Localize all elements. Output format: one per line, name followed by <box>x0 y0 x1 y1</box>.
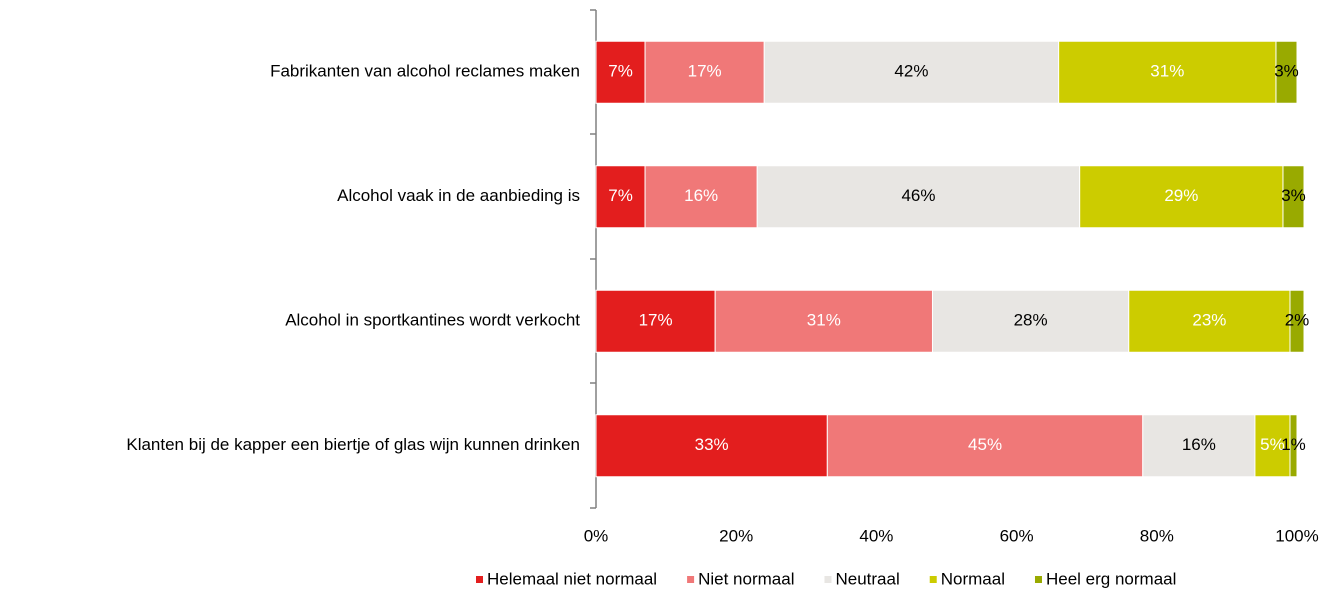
bar-segment <box>756 165 1081 229</box>
category-ticks <box>590 9 596 509</box>
legend-label: Normaal <box>941 569 1005 588</box>
x-tick-label: 40% <box>859 526 893 545</box>
category-label: Alcohol in sportkantines wordt verkocht <box>285 311 580 330</box>
legend-swatch <box>476 576 483 583</box>
data-label: 7% <box>608 186 633 205</box>
bar-segment <box>595 289 716 353</box>
bar-segment <box>1142 414 1256 478</box>
data-label: 1% <box>1281 435 1306 454</box>
bar-segment <box>931 289 1130 353</box>
bar-segment <box>826 414 1144 478</box>
x-tick-label: 0% <box>584 526 609 545</box>
legend-label: Niet normaal <box>698 569 794 588</box>
bar-segment <box>644 165 758 229</box>
legend-swatch <box>1034 576 1042 583</box>
data-label: 23% <box>1192 311 1226 330</box>
bar-segment <box>1128 289 1291 353</box>
bar-segment <box>595 40 646 104</box>
data-label: 31% <box>1150 62 1184 81</box>
data-label: 16% <box>684 186 718 205</box>
bar-segment <box>1275 40 1298 104</box>
category-label: Alcohol vaak in de aanbieding is <box>337 186 580 205</box>
legend-label: Heel erg normaal <box>1046 569 1176 588</box>
bar-segment <box>595 414 828 478</box>
legend-label: Helemaal niet normaal <box>487 569 657 588</box>
data-label: 45% <box>968 435 1002 454</box>
bar-segment <box>1079 165 1284 229</box>
data-label: 5% <box>1260 435 1285 454</box>
bar-segment <box>1289 289 1305 353</box>
x-tick-label: 20% <box>719 526 753 545</box>
category-label: Klanten bij de kapper een biertje of gla… <box>126 435 580 454</box>
data-label: 17% <box>639 311 673 330</box>
bar-segment <box>763 40 1060 104</box>
data-label: 28% <box>1014 311 1048 330</box>
legend-label: Neutraal <box>835 569 899 588</box>
legend-swatch <box>929 576 937 583</box>
bar-segment <box>1282 165 1305 229</box>
bar-segment <box>1289 414 1298 478</box>
data-label: 46% <box>901 186 935 205</box>
data-label: 29% <box>1164 186 1198 205</box>
data-label: 3% <box>1281 186 1306 205</box>
x-tick-label: 100% <box>1275 526 1318 545</box>
data-label: 33% <box>695 435 729 454</box>
bar-segment <box>595 165 646 229</box>
bar-segment <box>714 289 933 353</box>
data-label: 3% <box>1274 62 1299 81</box>
bar-segment <box>1058 40 1277 104</box>
data-label: 2% <box>1285 311 1310 330</box>
category-label: Fabrikanten van alcohol reclames maken <box>270 62 580 81</box>
legend-swatch <box>687 576 695 583</box>
x-tick-label: 60% <box>1000 526 1034 545</box>
data-label: 16% <box>1182 435 1216 454</box>
legend-swatch <box>824 576 832 583</box>
data-label: 17% <box>688 62 722 81</box>
data-label: 31% <box>807 311 841 330</box>
data-label: 42% <box>894 62 928 81</box>
x-tick-label: 80% <box>1140 526 1174 545</box>
data-label: 7% <box>608 62 633 81</box>
